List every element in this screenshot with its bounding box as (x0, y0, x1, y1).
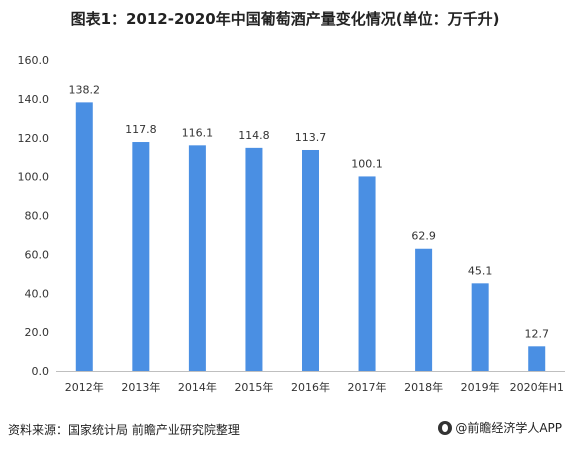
x-tick-label: 2012年 (65, 380, 104, 394)
bar (528, 346, 546, 371)
brand-logo-icon (438, 420, 453, 435)
data-label: 62.9 (411, 230, 436, 243)
data-label: 138.2 (69, 83, 101, 96)
bar (188, 145, 206, 371)
data-label: 113.7 (295, 131, 327, 144)
y-tick-label: 0.0 (32, 365, 50, 378)
x-tick-label: 2013年 (121, 380, 160, 394)
x-tick-label: 2017年 (348, 380, 387, 394)
bar (415, 248, 433, 371)
data-label: 12.7 (524, 327, 549, 340)
bar (132, 142, 150, 371)
y-tick-label: 120.0 (18, 132, 50, 145)
y-tick-label: 80.0 (25, 210, 50, 223)
x-tick-label: 2016年 (291, 380, 330, 394)
bar (75, 102, 93, 371)
brand-mark: @前瞻经济学人APP (438, 419, 562, 436)
bar (471, 283, 489, 371)
chart-title: 图表1：2012-2020年中国葡萄酒产量变化情况(单位：万千升) (70, 10, 500, 28)
bar (302, 149, 319, 371)
y-tick-label: 140.0 (18, 93, 50, 106)
x-tick-label: 2014年 (178, 380, 217, 394)
x-tick-label: 2019年 (461, 380, 500, 394)
data-label: 114.8 (238, 129, 270, 142)
y-tick-label: 40.0 (25, 287, 50, 300)
y-tick-label: 20.0 (25, 326, 50, 339)
x-tick-label: 2020年H1 (510, 380, 564, 394)
x-tick-label: 2018年 (404, 380, 443, 394)
x-tick-label: 2015年 (234, 380, 273, 394)
y-tick-label: 100.0 (18, 171, 50, 184)
bar (245, 147, 263, 371)
brand-label: @前瞻经济学人APP (455, 421, 562, 435)
bar (358, 176, 376, 371)
data-label: 100.1 (351, 157, 383, 170)
source-note: 资料来源：国家统计局 前瞻产业研究院整理 (8, 423, 240, 437)
data-label: 117.8 (125, 123, 157, 136)
data-label: 116.1 (182, 126, 214, 139)
y-tick-label: 60.0 (25, 248, 50, 261)
data-label: 45.1 (468, 264, 493, 277)
y-tick-label: 160.0 (18, 54, 50, 67)
